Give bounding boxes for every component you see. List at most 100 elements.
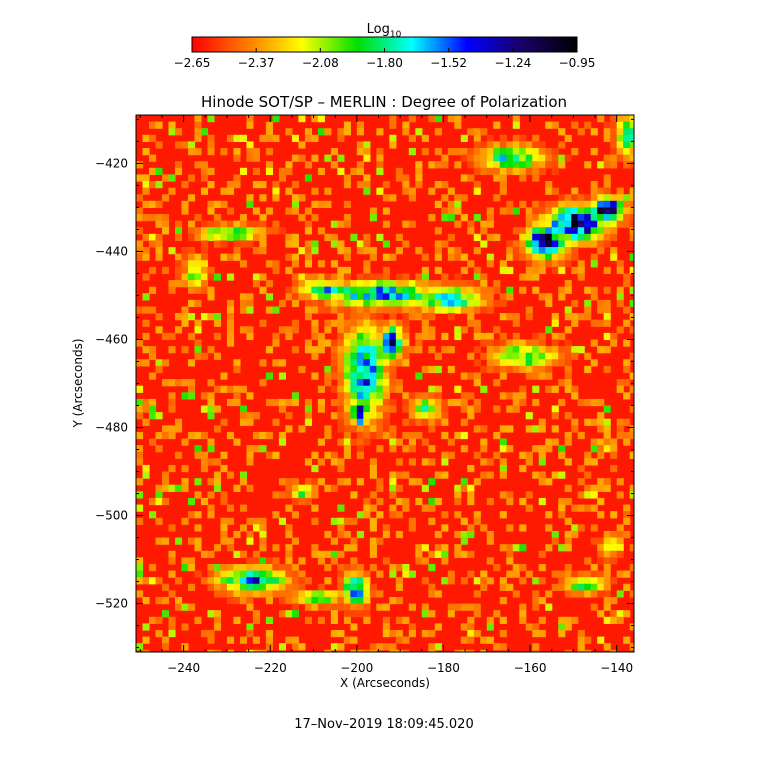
heatmap-cell xyxy=(415,339,423,347)
heatmap-cell xyxy=(486,207,494,215)
heatmap-cell xyxy=(356,148,364,156)
heatmap-cell xyxy=(330,458,338,466)
heatmap-cell xyxy=(447,299,455,308)
heatmap-cell xyxy=(623,121,631,129)
heatmap-cell xyxy=(136,491,144,499)
heatmap-cell xyxy=(395,484,403,492)
heatmap-cell xyxy=(551,148,559,156)
heatmap-cell xyxy=(207,649,215,652)
heatmap-cell xyxy=(597,511,605,519)
heatmap-cell xyxy=(486,260,494,268)
heatmap-cell xyxy=(473,332,481,341)
heatmap-cell xyxy=(252,577,261,585)
heatmap-cell xyxy=(623,379,631,387)
heatmap-cell xyxy=(252,412,261,420)
heatmap-cell xyxy=(265,570,274,578)
heatmap-cell xyxy=(207,570,215,578)
heatmap-cell xyxy=(486,332,494,341)
heatmap-cell xyxy=(460,445,468,453)
heatmap-cell xyxy=(597,299,605,308)
heatmap-cell xyxy=(402,504,410,512)
heatmap-cell xyxy=(337,220,345,228)
heatmap-cell xyxy=(330,339,338,347)
y-axis: −420−440−460−480−500−520 xyxy=(95,118,634,649)
heatmap-cell xyxy=(317,557,325,565)
heatmap-cell xyxy=(363,385,371,393)
heatmap-cell xyxy=(545,326,553,334)
heatmap-cell xyxy=(200,161,209,169)
heatmap-cell xyxy=(337,247,345,255)
heatmap-cell xyxy=(233,154,241,162)
heatmap-cell xyxy=(519,148,527,156)
heatmap-cell xyxy=(603,557,611,565)
heatmap-cell xyxy=(356,299,364,308)
heatmap-cell xyxy=(330,398,338,407)
heatmap-cell xyxy=(558,511,566,519)
heatmap-cell xyxy=(597,412,605,420)
heatmap-cell xyxy=(356,161,364,169)
heatmap-cell xyxy=(506,200,514,209)
heatmap-cell xyxy=(278,583,286,591)
heatmap-cell xyxy=(200,352,209,360)
heatmap-cell xyxy=(564,352,572,360)
heatmap-cell xyxy=(629,544,634,552)
heatmap-cell xyxy=(506,491,514,499)
heatmap-cell xyxy=(603,154,611,162)
heatmap-cell xyxy=(356,280,364,288)
heatmap-cell xyxy=(369,253,377,261)
heatmap-cell xyxy=(408,570,416,578)
heatmap-cell xyxy=(278,643,286,651)
heatmap-cell xyxy=(376,148,384,156)
heatmap-cell xyxy=(330,537,338,545)
heatmap-cell xyxy=(402,286,410,294)
heatmap-cell xyxy=(395,636,403,644)
heatmap-cell xyxy=(571,266,579,275)
heatmap-cell xyxy=(584,220,592,228)
heatmap-cell xyxy=(629,352,634,360)
heatmap-cell xyxy=(616,385,624,393)
heatmap-cell xyxy=(343,306,351,314)
heatmap-cell xyxy=(584,590,592,598)
heatmap-cell xyxy=(519,273,527,281)
heatmap-cell xyxy=(584,299,592,308)
heatmap-cell xyxy=(506,352,514,360)
heatmap-cell xyxy=(395,319,403,327)
heatmap-cell xyxy=(382,629,390,638)
heatmap-cell xyxy=(538,563,546,572)
heatmap-cell xyxy=(356,610,364,618)
heatmap-cell xyxy=(239,471,248,479)
heatmap-cell xyxy=(194,339,202,347)
heatmap-cell xyxy=(272,590,280,598)
heatmap-cell xyxy=(337,240,345,248)
heatmap-cell xyxy=(467,293,475,301)
heatmap-cell xyxy=(584,504,592,512)
heatmap-cell xyxy=(291,280,299,288)
heatmap-cell xyxy=(246,590,254,598)
heatmap-cell xyxy=(194,227,202,235)
heatmap-cell xyxy=(376,306,384,314)
heatmap-cell xyxy=(382,339,390,347)
heatmap-cell xyxy=(136,405,144,413)
heatmap-cell xyxy=(155,359,163,367)
heatmap-cell xyxy=(571,207,579,215)
heatmap-cell xyxy=(486,134,494,143)
heatmap-cell xyxy=(330,616,338,624)
heatmap-cell xyxy=(486,346,494,354)
heatmap-cell xyxy=(174,418,183,426)
heatmap-cell xyxy=(194,319,202,327)
heatmap-cell xyxy=(408,398,416,407)
heatmap-cell xyxy=(499,511,507,519)
heatmap-cell xyxy=(246,115,254,123)
heatmap-cell xyxy=(291,577,299,585)
heatmap-cell xyxy=(597,445,605,453)
heatmap-cell xyxy=(532,174,540,182)
heatmap-cell xyxy=(467,484,475,492)
heatmap-cell xyxy=(616,134,624,143)
heatmap-cell xyxy=(558,471,566,479)
heatmap-cell xyxy=(408,220,416,228)
heatmap-cell xyxy=(382,240,390,248)
heatmap-cell xyxy=(603,174,611,182)
heatmap-cell xyxy=(382,220,390,228)
heatmap-cell xyxy=(434,286,442,294)
heatmap-cell xyxy=(590,253,598,261)
